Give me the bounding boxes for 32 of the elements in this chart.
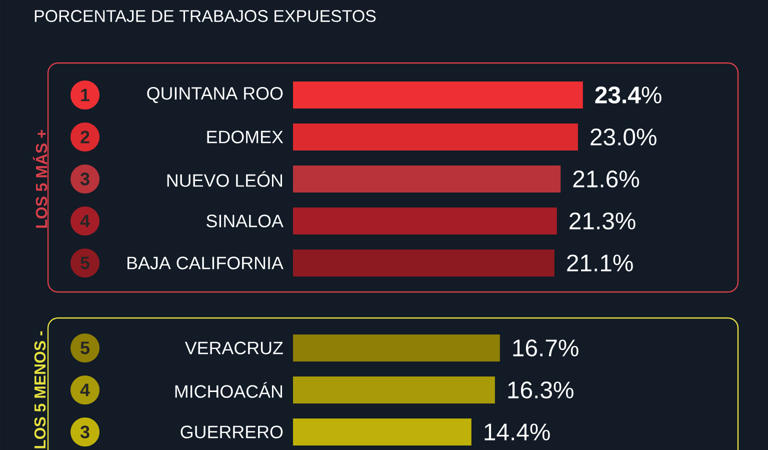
bar bbox=[293, 123, 578, 150]
text: 3 bbox=[80, 426, 90, 438]
data-label: 23.4% bbox=[595, 86, 662, 104]
text: 4 bbox=[80, 214, 90, 228]
data-label: 14.4% bbox=[484, 424, 550, 440]
bar bbox=[293, 81, 583, 108]
y-tick-label: NUEVO LEÓN bbox=[167, 171, 282, 187]
data-label: 23.0% bbox=[590, 128, 656, 146]
data-label: 16.3% bbox=[508, 382, 574, 398]
y-tick-label: MICHOACÁN bbox=[175, 382, 282, 398]
text: 5 bbox=[80, 256, 90, 270]
text: 5 bbox=[80, 342, 90, 354]
y-tick-label: VERACRUZ bbox=[184, 342, 283, 354]
bar bbox=[293, 249, 554, 276]
y-tick-label: BAJA CALIFORNIA bbox=[128, 256, 284, 270]
text: 3 bbox=[80, 172, 90, 186]
data-label: 16.7% bbox=[513, 340, 578, 356]
text: 1 bbox=[81, 88, 90, 102]
y-tick-label: EDOMEX bbox=[207, 130, 284, 144]
chart-title: PORCENTAJE DE TRABAJOS EXPUESTOS bbox=[34, 10, 376, 22]
y-tick-label: GUERRERO bbox=[180, 426, 283, 438]
data-label: 21.6% bbox=[573, 170, 640, 188]
y-axis-title: LOS 5 MENOS - bbox=[34, 331, 46, 448]
y-axis-title: LOS 5 MÁS + bbox=[32, 130, 48, 228]
y-tick-label: QUINTANA ROO bbox=[147, 87, 283, 103]
text: 4 bbox=[80, 384, 90, 396]
data-label: 21.3% bbox=[570, 212, 636, 230]
data-label: 21.1% bbox=[567, 254, 633, 272]
y-tick-label: SINALOA bbox=[206, 214, 284, 228]
bar bbox=[293, 165, 561, 192]
text: 2 bbox=[80, 130, 90, 144]
bar bbox=[293, 207, 557, 234]
